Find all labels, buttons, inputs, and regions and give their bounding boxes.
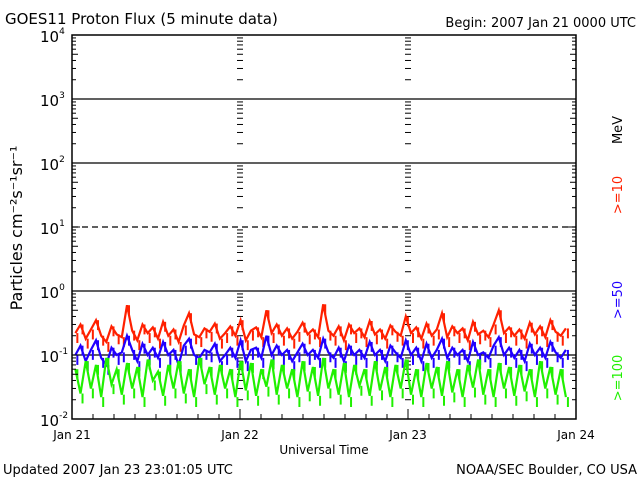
y-tick-label: 100 — [40, 283, 65, 302]
y-tick-label: 104 — [40, 27, 65, 46]
legend-100: >=100 — [611, 355, 626, 402]
x-tick-label: Jan 24 — [556, 428, 595, 442]
credit-label: NOAA/SEC Boulder, CO USA — [456, 463, 637, 478]
x-tick-label: Jan 21 — [52, 428, 91, 442]
legend-50: >=50 — [611, 281, 626, 319]
begin-label: Begin: 2007 Jan 21 0000 UTC — [445, 16, 636, 31]
y-tick-label: 10-1 — [40, 347, 68, 366]
x-tick-label: Jan 22 — [220, 428, 259, 442]
y-tick-label: 103 — [40, 91, 65, 110]
y-axis-label: Particles cm⁻²s⁻¹sr⁻¹ — [7, 146, 26, 311]
series-line-10 — [74, 304, 567, 346]
y-tick-label: 10-2 — [40, 411, 68, 430]
unit-label: MeV — [611, 116, 626, 144]
x-axis-label: Universal Time — [279, 443, 368, 457]
chart-title: GOES11 Proton Flux (5 minute data) — [5, 10, 278, 28]
y-tick-label: 101 — [40, 219, 65, 238]
series-line-50 — [74, 332, 567, 369]
updated-timestamp: Updated 2007 Jan 23 23:01:05 UTC — [3, 463, 233, 478]
series-line-100 — [74, 357, 567, 398]
legend-10: >=10 — [611, 176, 626, 214]
y-tick-label: 102 — [40, 155, 65, 174]
x-tick-label: Jan 23 — [388, 428, 427, 442]
